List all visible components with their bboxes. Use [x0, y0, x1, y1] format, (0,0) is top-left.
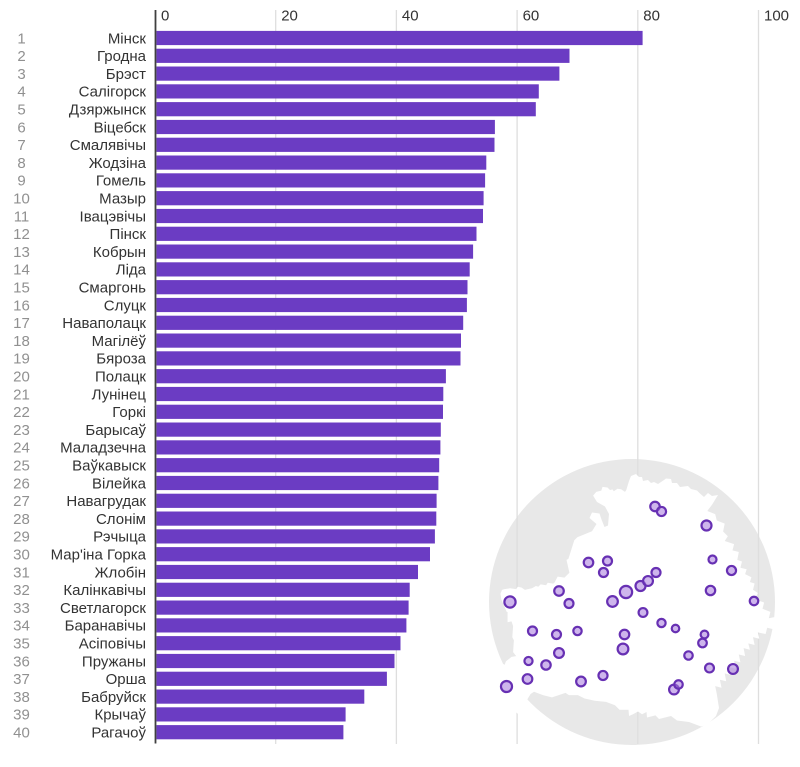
svg-text:5: 5	[17, 102, 25, 119]
svg-text:17: 17	[13, 315, 30, 332]
svg-text:12: 12	[13, 226, 30, 243]
svg-text:11: 11	[14, 208, 30, 225]
svg-text:100: 100	[764, 8, 789, 25]
svg-text:26: 26	[13, 475, 30, 492]
svg-text:21: 21	[13, 386, 30, 403]
svg-text:Гомель: Гомель	[96, 173, 146, 190]
svg-text:Смаргонь: Смаргонь	[79, 280, 147, 297]
svg-text:Слонім: Слонім	[96, 511, 146, 528]
svg-text:Светлагорск: Светлагорск	[60, 600, 146, 617]
svg-text:40: 40	[402, 8, 419, 25]
svg-text:28: 28	[13, 511, 30, 528]
svg-text:36: 36	[13, 653, 30, 670]
svg-text:19: 19	[13, 351, 30, 368]
svg-text:4: 4	[17, 84, 25, 101]
svg-text:Пружаны: Пружаны	[82, 653, 146, 670]
svg-text:Орша: Орша	[106, 671, 147, 688]
svg-text:Калінкавічы: Калінкавічы	[63, 582, 146, 599]
svg-text:13: 13	[13, 244, 30, 261]
svg-text:Бяроза: Бяроза	[96, 351, 146, 368]
svg-text:31: 31	[13, 564, 30, 581]
svg-text:35: 35	[13, 636, 30, 653]
svg-text:Рагачоў: Рагачоў	[91, 725, 146, 742]
svg-text:0: 0	[161, 8, 169, 25]
svg-text:Баранавічы: Баранавічы	[65, 618, 146, 635]
svg-text:Кобрын: Кобрын	[93, 244, 146, 261]
svg-text:Віцебск: Віцебск	[94, 119, 147, 136]
svg-text:80: 80	[643, 8, 660, 25]
svg-text:Рэчыца: Рэчыца	[93, 529, 147, 546]
svg-text:Мар'іна Горка: Мар'іна Горка	[51, 547, 147, 564]
svg-text:20: 20	[13, 369, 30, 386]
svg-text:24: 24	[13, 440, 30, 457]
svg-text:Брэст: Брэст	[106, 66, 146, 83]
svg-text:Горкі: Горкі	[112, 404, 146, 421]
svg-text:1: 1	[17, 30, 25, 47]
svg-text:Барысаў: Барысаў	[85, 422, 146, 439]
svg-text:Полацк: Полацк	[95, 369, 146, 386]
svg-text:Маладзечна: Маладзечна	[60, 440, 147, 457]
svg-text:6: 6	[17, 119, 25, 136]
svg-text:8: 8	[17, 155, 25, 172]
svg-text:27: 27	[13, 493, 30, 510]
svg-text:22: 22	[13, 404, 30, 421]
svg-text:20: 20	[281, 8, 298, 25]
svg-text:Мінск: Мінск	[108, 30, 147, 47]
svg-text:15: 15	[13, 280, 30, 297]
svg-text:Навагрудак: Навагрудак	[66, 493, 146, 510]
svg-text:38: 38	[13, 689, 30, 706]
svg-text:Дзяржынск: Дзяржынск	[69, 102, 147, 119]
svg-text:Слуцк: Слуцк	[104, 297, 147, 314]
svg-text:Смалявічы: Смалявічы	[70, 137, 146, 154]
svg-text:Лунінец: Лунінец	[92, 386, 147, 403]
svg-text:10: 10	[13, 191, 30, 208]
svg-text:3: 3	[17, 66, 25, 83]
svg-text:Мазыр: Мазыр	[99, 191, 146, 208]
svg-text:Салігорск: Салігорск	[79, 84, 147, 101]
svg-text:Гродна: Гродна	[97, 48, 147, 65]
svg-text:Жлобін: Жлобін	[95, 564, 146, 581]
svg-text:Жодзіна: Жодзіна	[89, 155, 147, 172]
svg-text:23: 23	[13, 422, 30, 439]
svg-text:32: 32	[13, 582, 30, 599]
svg-text:14: 14	[13, 262, 30, 279]
svg-text:34: 34	[13, 618, 30, 635]
svg-text:30: 30	[13, 547, 30, 564]
svg-text:Наваполацк: Наваполацк	[62, 315, 146, 332]
svg-text:25: 25	[13, 458, 30, 475]
svg-text:40: 40	[13, 725, 30, 742]
svg-text:Бабруйск: Бабруйск	[81, 689, 146, 706]
svg-text:37: 37	[13, 671, 30, 688]
svg-text:29: 29	[13, 529, 30, 546]
svg-text:39: 39	[13, 707, 30, 724]
svg-text:16: 16	[13, 297, 30, 314]
svg-text:Крычаў: Крычаў	[94, 707, 146, 724]
svg-text:Ваўкавыск: Ваўкавыск	[72, 458, 146, 475]
svg-text:Магілёў: Магілёў	[92, 333, 147, 350]
svg-text:18: 18	[13, 333, 30, 350]
svg-text:Асіповічы: Асіповічы	[79, 636, 146, 653]
svg-text:7: 7	[17, 137, 25, 154]
svg-text:Вілейка: Вілейка	[92, 475, 147, 492]
svg-text:9: 9	[17, 173, 25, 190]
svg-text:60: 60	[523, 8, 540, 25]
svg-text:Ліда: Ліда	[116, 262, 147, 279]
svg-text:2: 2	[17, 48, 25, 65]
svg-text:33: 33	[13, 600, 30, 617]
svg-text:Пінск: Пінск	[110, 226, 147, 243]
svg-text:Івацэвічы: Івацэвічы	[80, 208, 146, 225]
